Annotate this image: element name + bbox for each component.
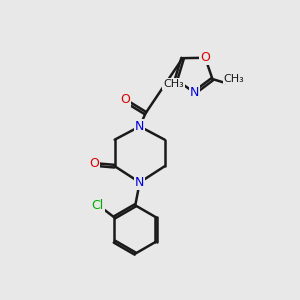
Text: CH₃: CH₃ — [224, 74, 244, 83]
Text: N: N — [190, 86, 199, 99]
Text: O: O — [200, 51, 210, 64]
Text: N: N — [135, 176, 144, 189]
Text: CH₃: CH₃ — [163, 79, 184, 89]
Text: Cl: Cl — [92, 199, 104, 212]
Text: O: O — [89, 157, 99, 170]
Text: N: N — [135, 120, 144, 133]
Text: O: O — [120, 93, 130, 106]
